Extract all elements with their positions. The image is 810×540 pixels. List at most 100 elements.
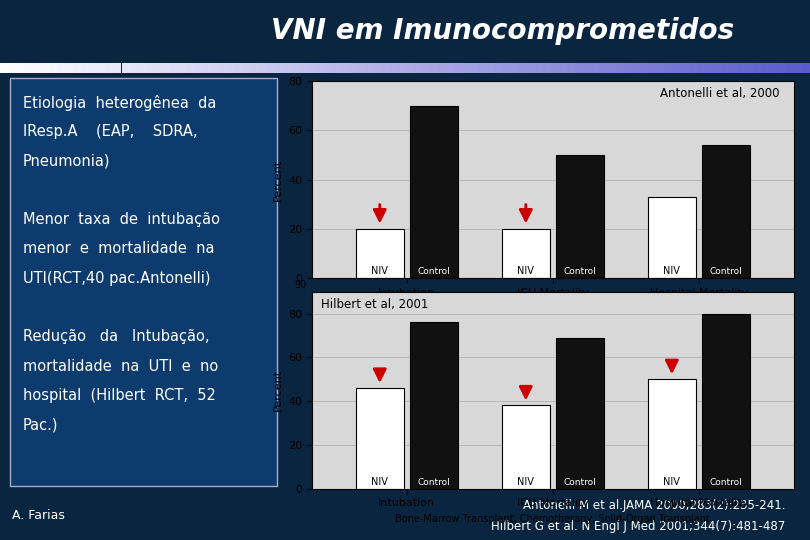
Text: Pac.): Pac.) [23, 417, 58, 433]
Bar [624, 63, 632, 73]
Bar [316, 63, 324, 73]
Bar [410, 106, 458, 278]
Bar [518, 63, 526, 73]
Bar [202, 63, 211, 73]
Text: UTI(RCT,40 pac.Antonelli): UTI(RCT,40 pac.Antonelli) [23, 271, 211, 286]
Bar [113, 63, 121, 73]
Bar [178, 63, 186, 73]
Text: hospital  (Hilbert  RCT,  52: hospital (Hilbert RCT, 52 [23, 388, 216, 403]
Bar [729, 63, 737, 73]
Bar [470, 63, 478, 73]
Bar [786, 63, 794, 73]
Text: Antonelli et al, 2000: Antonelli et al, 2000 [660, 87, 779, 100]
Bar [16, 63, 24, 73]
Text: Control: Control [710, 267, 742, 275]
Bar [324, 63, 332, 73]
Bar [332, 63, 340, 73]
Bar [688, 63, 697, 73]
Bar [130, 63, 138, 73]
Bar [478, 63, 486, 73]
Bar [300, 63, 308, 73]
Bar [421, 63, 429, 73]
Bar [405, 63, 413, 73]
Text: Etiologia  heterogênea  da: Etiologia heterogênea da [23, 94, 216, 111]
Bar [0, 63, 8, 73]
Text: VNI em Imunocomprometidos: VNI em Imunocomprometidos [271, 17, 734, 45]
Bar [462, 63, 470, 73]
Bar [648, 197, 696, 278]
Text: Control: Control [710, 477, 742, 487]
Bar [543, 63, 551, 73]
Text: NIV: NIV [371, 266, 388, 275]
X-axis label: Solid-Organ Transplant: Solid-Organ Transplant [485, 303, 620, 316]
Bar [57, 63, 65, 73]
Bar [608, 63, 616, 73]
Bar [559, 63, 567, 73]
Bar [364, 63, 373, 73]
Bar [680, 63, 688, 73]
Bar [437, 63, 446, 73]
Bar [753, 63, 761, 73]
Bar [170, 63, 178, 73]
Bar [275, 63, 284, 73]
Text: Hilbert et al, 2001: Hilbert et al, 2001 [322, 298, 428, 310]
Bar [556, 155, 604, 278]
Bar [575, 63, 583, 73]
Bar [794, 63, 802, 73]
Bar [89, 63, 97, 73]
Bar [501, 406, 550, 489]
Bar [413, 63, 421, 73]
FancyBboxPatch shape [10, 78, 277, 486]
Bar [211, 63, 219, 73]
Bar [446, 63, 454, 73]
Bar [656, 63, 664, 73]
Bar [761, 63, 770, 73]
Bar [778, 63, 786, 73]
Bar [381, 63, 389, 73]
Bar [556, 338, 604, 489]
Bar [340, 63, 348, 73]
Bar [770, 63, 778, 73]
Bar [429, 63, 437, 73]
Text: Control: Control [417, 477, 450, 487]
Bar [510, 63, 518, 73]
Bar [632, 63, 640, 73]
Bar [32, 63, 40, 73]
Text: NIV: NIV [371, 476, 388, 487]
Bar [721, 63, 729, 73]
Bar [802, 63, 810, 73]
X-axis label: Bone-Marrow Transplant, Chemotherapy, Solid-Organ Transplant: Bone-Marrow Transplant, Chemotherapy, So… [395, 514, 710, 524]
Bar [186, 63, 194, 73]
Bar [616, 63, 624, 73]
Bar [745, 63, 753, 73]
Bar [259, 63, 267, 73]
Bar [356, 63, 364, 73]
Text: Antonelli M et al.JAMA 2000;283(2):235-241.: Antonelli M et al.JAMA 2000;283(2):235-2… [523, 498, 786, 511]
Bar [267, 63, 275, 73]
Bar [284, 63, 292, 73]
Text: Hilbert G et al. N Engl J Med 2001;344(7):481-487: Hilbert G et al. N Engl J Med 2001;344(7… [492, 520, 786, 533]
Text: Control: Control [417, 267, 450, 275]
Bar [583, 63, 591, 73]
Text: Control: Control [564, 477, 596, 487]
Bar [551, 63, 559, 73]
Text: NIV: NIV [518, 266, 535, 275]
Text: NIV: NIV [663, 266, 680, 275]
Y-axis label: Percent: Percent [272, 369, 283, 411]
Bar [486, 63, 494, 73]
Bar [243, 63, 251, 73]
Text: Pneumonia): Pneumonia) [23, 153, 111, 168]
Bar [599, 63, 608, 73]
Bar [308, 63, 316, 73]
Bar [24, 63, 32, 73]
Bar [648, 63, 656, 73]
Text: A. Farias: A. Farias [12, 509, 65, 522]
Bar [502, 63, 510, 73]
Bar [194, 63, 202, 73]
Bar [535, 63, 543, 73]
Bar [713, 63, 721, 73]
Bar [672, 63, 680, 73]
Bar [591, 63, 599, 73]
Bar [356, 229, 404, 278]
Bar [397, 63, 405, 73]
